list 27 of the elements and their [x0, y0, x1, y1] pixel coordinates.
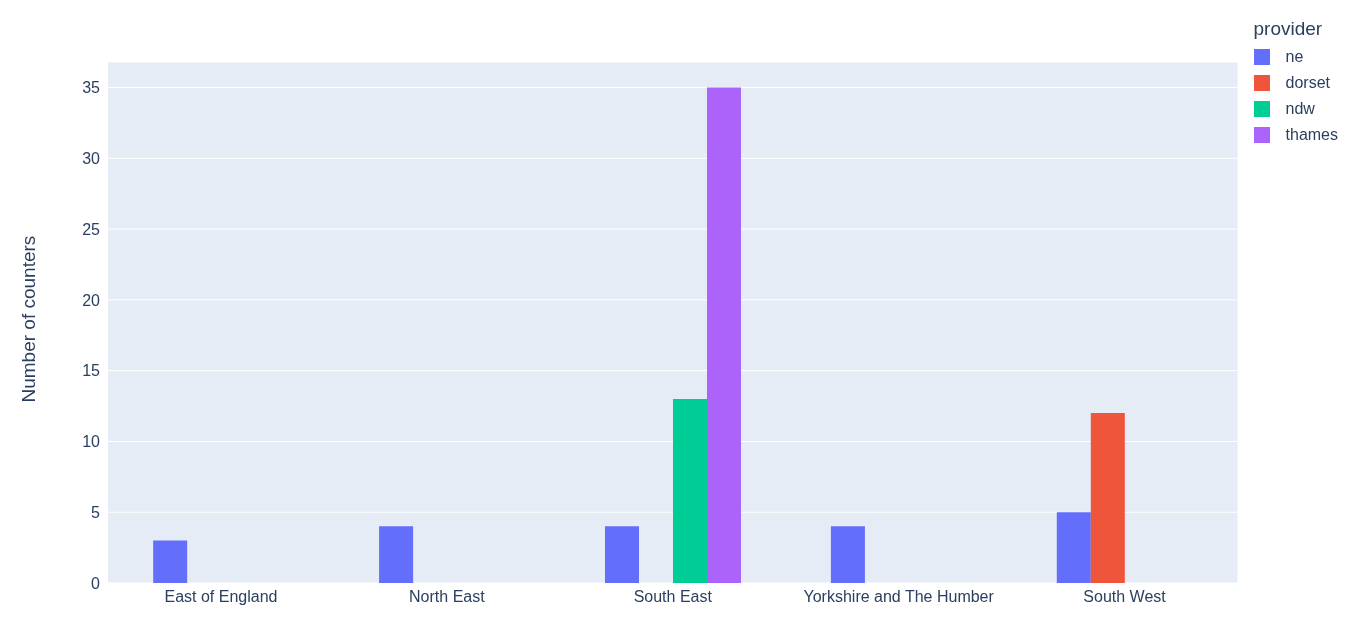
bar	[153, 540, 188, 583]
bar	[672, 398, 707, 583]
x-tick-label: North East	[409, 588, 486, 606]
legend-label: ndw	[1285, 100, 1315, 118]
y-tick-label: 10	[82, 433, 101, 451]
bar	[604, 526, 639, 583]
y-tick-label: 35	[82, 79, 101, 97]
y-axis-title: Number of counters	[17, 235, 39, 403]
legend-label: dorset	[1285, 74, 1330, 92]
y-tick-label: 30	[82, 149, 101, 167]
bar	[706, 87, 741, 583]
x-tick-label: South West	[1083, 588, 1167, 606]
legend-label: thames	[1285, 126, 1338, 144]
legend-label: ne	[1285, 48, 1304, 66]
bar	[830, 526, 865, 583]
y-tick-label: 5	[91, 503, 101, 521]
y-tick-label: 0	[91, 574, 101, 592]
x-tick-label: East of England	[164, 588, 278, 606]
bar	[379, 526, 414, 583]
y-tick-label: 15	[82, 362, 101, 380]
bar	[1056, 512, 1091, 583]
y-tick-label: 25	[82, 220, 101, 238]
bar	[1090, 413, 1125, 583]
y-tick-label: 20	[82, 291, 101, 309]
legend-title: provider	[1253, 18, 1324, 40]
x-tick-label: South East	[633, 588, 713, 606]
x-tick-label: Yorkshire and The Humber	[803, 588, 995, 606]
